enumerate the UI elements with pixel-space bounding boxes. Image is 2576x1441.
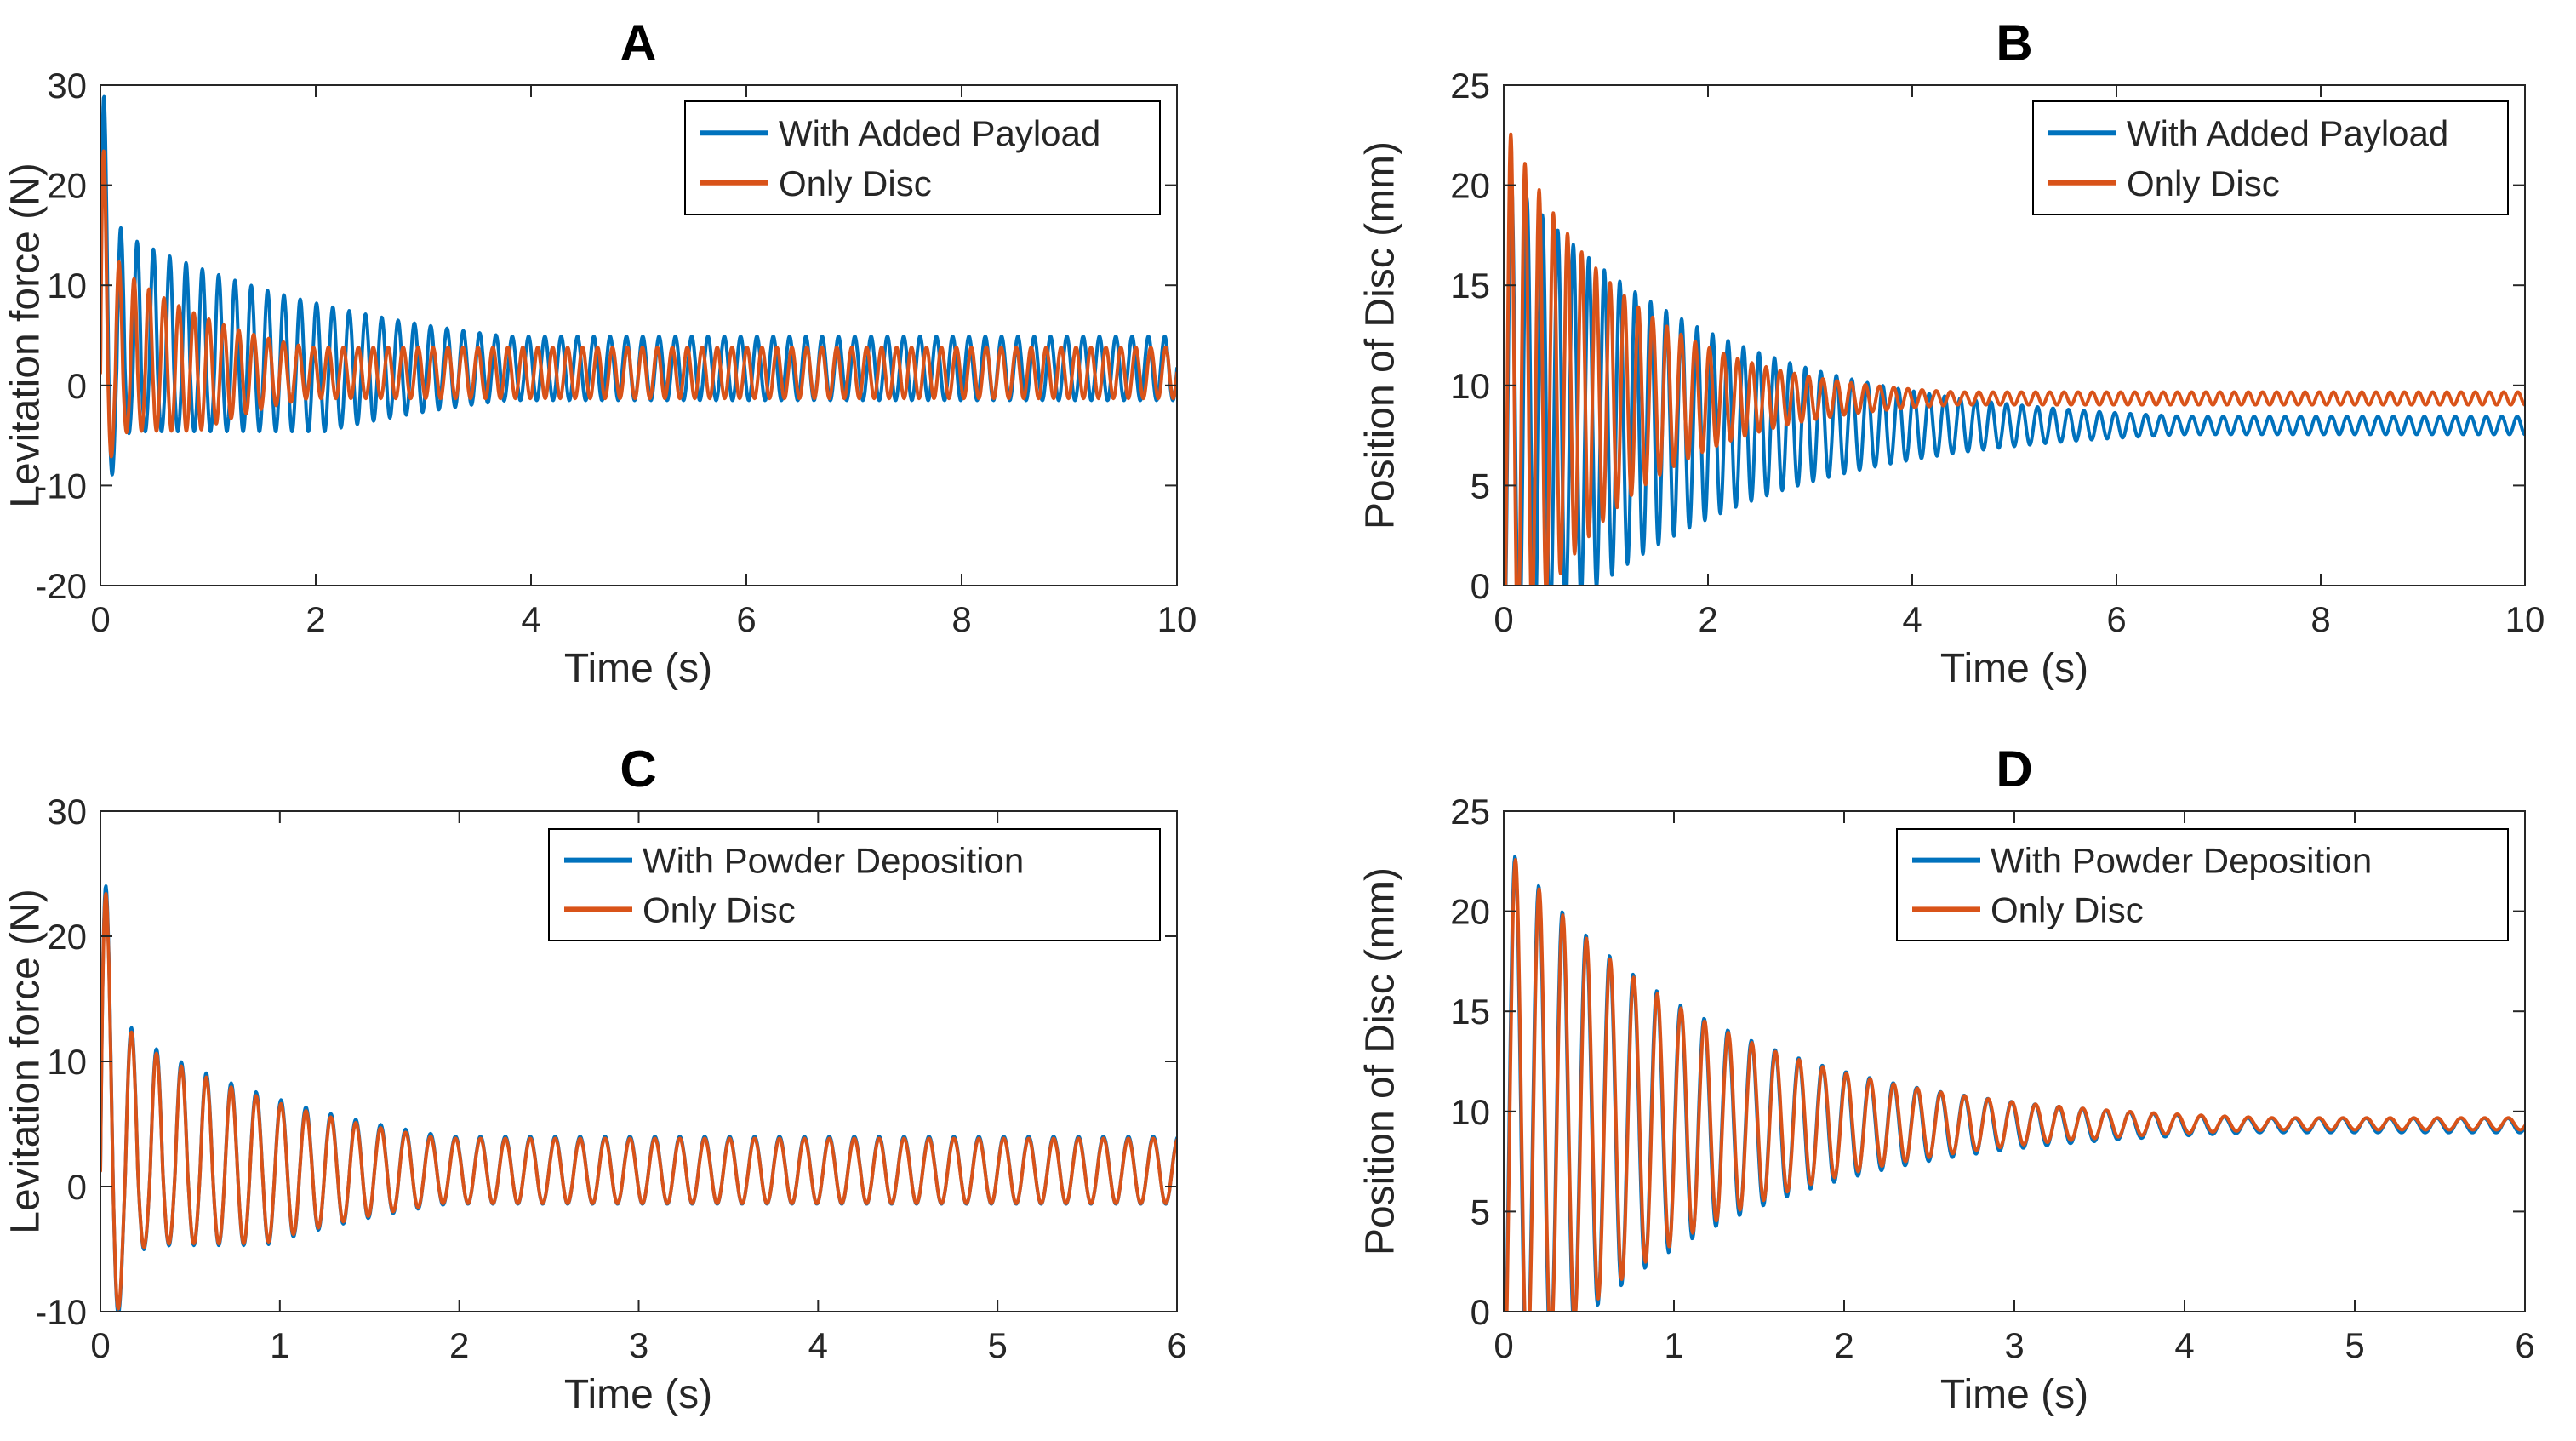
panel-b-legend-label: Only Disc [2127,163,2280,203]
panel-d-legend-label: Only Disc [1991,889,2144,929]
panel-d-xtick-label: 3 [2004,1325,2024,1365]
panel-c-xtick-label: 1 [270,1325,289,1365]
panel-b-xtick-label: 4 [1902,599,1922,639]
panel-d-xtick-label: 1 [1664,1325,1683,1365]
panel-a-ytick-label: 30 [47,66,87,106]
panel-b-ytick-label: 25 [1450,66,1490,106]
panel-d-ytick-label: 5 [1471,1192,1490,1232]
panel-b-title: B [1996,14,2033,71]
panel-a-curves [100,94,1177,477]
panel-a-axes: 0 2 4 6 8 10 -20 -10 0 10 20 30 With Added Payload On… [35,66,1197,639]
panel-b-ylabel: Position of Disc (mm) [1357,140,1403,530]
panel-a-ytick-label: 10 [47,266,87,306]
panel-a-series-orange-line [100,149,1177,459]
panel-a-xtick-label: 0 [90,599,110,639]
panel-d-legend-box [1896,828,2509,941]
panel-b-xtick-label: 8 [2310,599,2330,639]
panel-c-series-blue-line [100,884,1177,1312]
panel-a-spines [100,84,1178,586]
panel-b-ytick-label: 20 [1450,166,1490,206]
panel-a-ytick-label: 20 [47,166,87,206]
panel-d-ytick-label: 10 [1450,1092,1490,1132]
panel-c-ytick-label: 0 [67,1167,87,1207]
panel-b-ytick-label: 0 [1471,566,1490,606]
panel-b-curves [1504,132,2525,586]
panel-c-legend-label: Only Disc [643,889,796,929]
panel-a-xtick-label: 8 [951,599,971,639]
panel-d-xtick-label: 0 [1494,1325,1513,1365]
panel-d-ytick-label: 0 [1471,1292,1490,1332]
panel-d-ylabel: Position of Disc (mm) [1357,866,1403,1256]
panel-c-series-orange-line [100,892,1177,1311]
panel-b-xtick-label: 6 [2106,599,2126,639]
panel-a-xtick-label: 4 [521,599,540,639]
panel-c-legend-label: With Powder Deposition [643,841,1024,881]
panel-b-axes: 0 2 4 6 8 10 0 5 10 15 20 25 With Added Payload Only … [1450,66,2545,639]
panel-b-legend: With Added Payload Only Disc [2032,100,2509,215]
panel-a-ytick-label: -20 [35,566,87,606]
panel-b-legend-label: With Added Payload [2127,113,2448,153]
panel-b-xtick-label: 10 [2505,599,2545,639]
panel-d-curves [1505,855,2525,1312]
panel-c-xtick-label: 6 [1167,1325,1186,1365]
panel-c-title: C [620,741,657,798]
panel-b-ytick-label: 10 [1450,366,1490,406]
panel-a-legend-label: With Added Payload [779,113,1100,153]
panel-d-title: D [1996,741,2033,798]
panel-a-ytick-label: 0 [67,366,87,406]
panel-a-xtick-label: 6 [736,599,756,639]
panel-a-legend: With Added Payload Only Disc [684,100,1161,215]
panel-d-legend: With Powder Deposition Only Disc [1896,828,2509,941]
panel-a-xlabel: Time (s) [563,646,713,691]
panel-b-xtick-label: 0 [1494,599,1513,639]
panel-b-ytick-label: 15 [1450,266,1490,306]
panel-d-xtick-label: 5 [2345,1325,2364,1365]
panel-a-ylabel: Levitation force (N) [3,163,49,508]
panel-b-spines [1503,84,2526,586]
panel-c-legend-box [548,828,1161,941]
panel-d-xtick-label: 6 [2515,1325,2534,1365]
panel-d-xtick-label: 4 [2174,1325,2194,1365]
panel-c-xlabel: Time (s) [563,1372,713,1417]
panel-d-ytick-label: 25 [1450,792,1490,832]
panel-b-series-orange-line [1504,132,2525,586]
panel-c-xtick-label: 2 [449,1325,469,1365]
panel-b-series-blue-line [1504,179,2525,586]
panel-c-xtick-label: 3 [629,1325,648,1365]
panel-d-legend-label: With Powder Deposition [1991,841,2372,881]
panel-c-xtick-label: 4 [808,1325,828,1365]
panel-c-ytick-label: 20 [47,917,87,957]
panel-a-ytick-label: -10 [35,466,87,506]
panel-d-xlabel: Time (s) [1939,1372,2089,1417]
panel-a-legend-box [684,100,1161,215]
panel-a-xtick-label: 10 [1157,599,1197,639]
panel-c-ytick-label: -10 [35,1292,87,1332]
panel-b-legend-box [2032,100,2509,215]
panel-a-title: A [620,14,657,71]
panel-c-xtick-label: 0 [90,1325,110,1365]
panel-c-xtick-label: 5 [987,1325,1007,1365]
panel-c-ytick-label: 30 [47,792,87,832]
panel-c-ytick-label: 10 [47,1042,87,1082]
panel-d-ytick-label: 20 [1450,892,1490,932]
panel-c-legend: With Powder Deposition Only Disc [548,828,1161,941]
panel-b-xtick-label: 2 [1698,599,1717,639]
panel-b-ytick-label: 5 [1471,466,1490,506]
panel-d-series-orange-line [1505,858,2525,1312]
panel-d-xtick-label: 2 [1834,1325,1853,1365]
panel-c-curves [100,884,1177,1312]
panel-a-xtick-label: 2 [306,599,325,639]
panel-a-legend-label: Only Disc [779,163,932,203]
panel-d-axes: 0 1 2 3 4 5 6 0 5 10 15 20 25 With Powder Deposition O… [1450,792,2534,1365]
panel-b-xlabel: Time (s) [1939,646,2089,691]
panel-c-ylabel: Levitation force (N) [3,889,49,1234]
panel-d-ytick-label: 15 [1450,992,1490,1032]
